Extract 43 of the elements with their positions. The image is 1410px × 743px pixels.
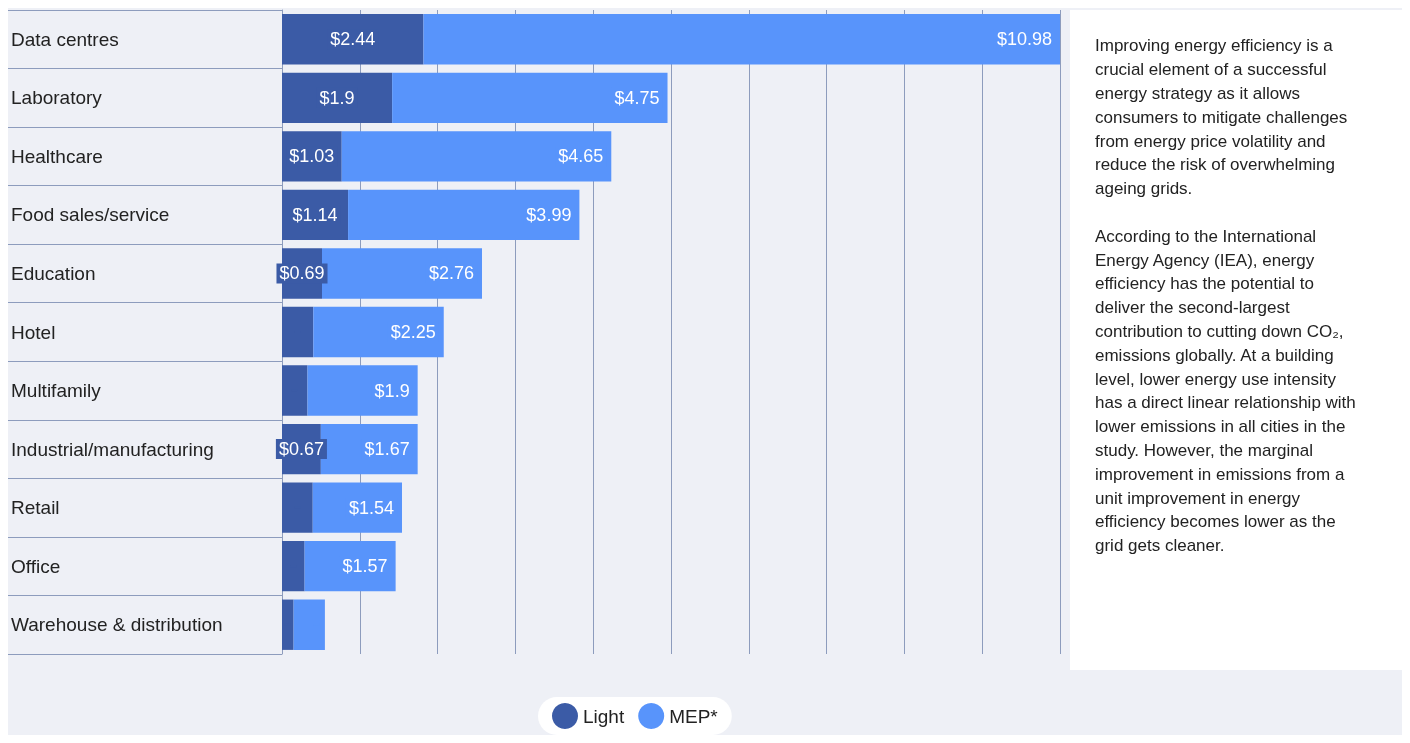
bar	[322, 248, 483, 299]
bar	[293, 599, 325, 650]
data-label: $0.67	[278, 439, 324, 460]
data-label: $1.14	[292, 204, 338, 225]
bar	[282, 365, 308, 416]
bar	[282, 306, 314, 358]
data-label: $4.75	[614, 87, 660, 108]
bar	[423, 14, 1060, 65]
text: Improving energy efficiency is a crucial element of a successful energy strategy as it allows consumers to mitigate challenges from energy price volatility and reduce the risk of overwhelming ageing grids.	[1095, 36, 1353, 199]
y-tick-label: Laboratory	[11, 87, 103, 109]
data-label: $10.98	[996, 29, 1052, 50]
y-tick-label: Hotel	[11, 321, 56, 343]
text: According to the International Energy Agency (IEA), energy efficiency has the potential to deliver the second-largest contribution to cutting down CO₂, emissions globally. At a building level, lower energy use intensity has a direct linear relationship with lower emissions in all cities in the study. However, the marginal improvement in emissions from a unit improvement in energy efficiency becomes lower as the grid gets cleaner.	[1095, 226, 1356, 556]
bar	[307, 365, 418, 416]
y-tick-label: Retail	[11, 497, 60, 519]
y-tick-label: Education	[11, 262, 96, 284]
y-tick-label: Industrial/manufacturing	[11, 438, 214, 460]
bar	[348, 189, 580, 241]
data-label: $0.69	[279, 263, 325, 284]
data-label: $1.57	[342, 556, 388, 577]
y-tick-label: Office	[11, 555, 61, 577]
y-tick-label: Data centres	[11, 28, 119, 50]
y-tick-label: Healthcare	[11, 145, 103, 167]
y-tick-label: Food sales/service	[11, 204, 170, 226]
bar	[341, 131, 612, 182]
data-label: $1.9	[374, 380, 410, 401]
data-label: $3.99	[526, 204, 572, 225]
data-label: $2.44	[330, 29, 376, 50]
data-label: $1.03	[289, 146, 335, 167]
bar	[282, 599, 294, 650]
y-tick-label: Warehouse & distribution	[11, 614, 223, 636]
y-tick-label: Multifamily	[11, 380, 102, 402]
data-label: $4.65	[558, 146, 604, 167]
bar	[282, 541, 305, 592]
bar	[282, 482, 313, 533]
data-label: $1.67	[364, 439, 410, 460]
bar	[392, 72, 668, 123]
data-label: $2.25	[390, 322, 436, 342]
data-label: $2.76	[428, 263, 475, 284]
legend-label: Light	[583, 705, 625, 727]
data-label: $1.54	[348, 497, 394, 518]
legend-label: MEP*	[669, 705, 719, 727]
data-label: $1.9	[319, 87, 355, 108]
